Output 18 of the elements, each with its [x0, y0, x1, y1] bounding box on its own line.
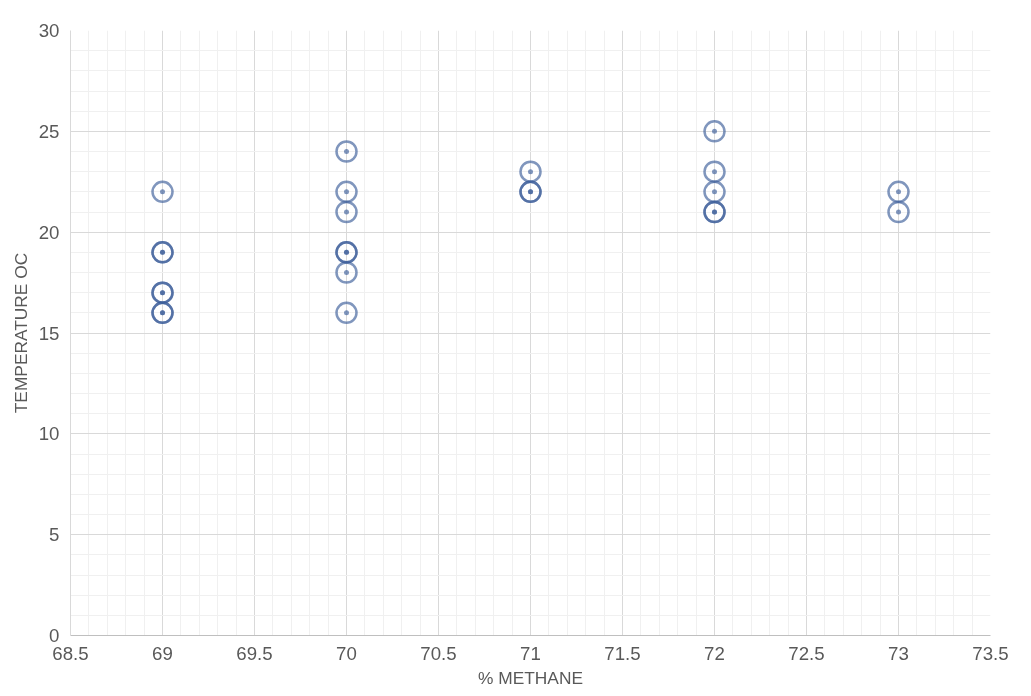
y-tick-label: 5	[49, 524, 60, 546]
x-tick-label: 69	[152, 642, 173, 664]
x-tick-label: 70.5	[420, 642, 457, 664]
x-tick-label: 73	[888, 642, 909, 664]
y-tick-label: 30	[38, 20, 60, 41]
x-tick-label: 70	[336, 642, 357, 664]
y-tick-label: 10	[38, 423, 60, 445]
x-tick-label: 72.5	[788, 642, 825, 664]
x-axis-title: % METHANE	[478, 667, 583, 688]
x-tick-label: 72	[704, 642, 725, 664]
x-tick-label: 73.5	[972, 642, 1009, 664]
y-axis-title: TEMPERATURE OC	[10, 252, 31, 414]
y-tick-label: 20	[38, 221, 60, 243]
x-tick-label: 69.5	[236, 642, 273, 664]
x-tick-label: 71.5	[604, 642, 641, 664]
x-tick-label: 71	[520, 642, 541, 664]
y-tick-label: 25	[38, 120, 60, 142]
y-tick-label: 15	[38, 322, 60, 344]
